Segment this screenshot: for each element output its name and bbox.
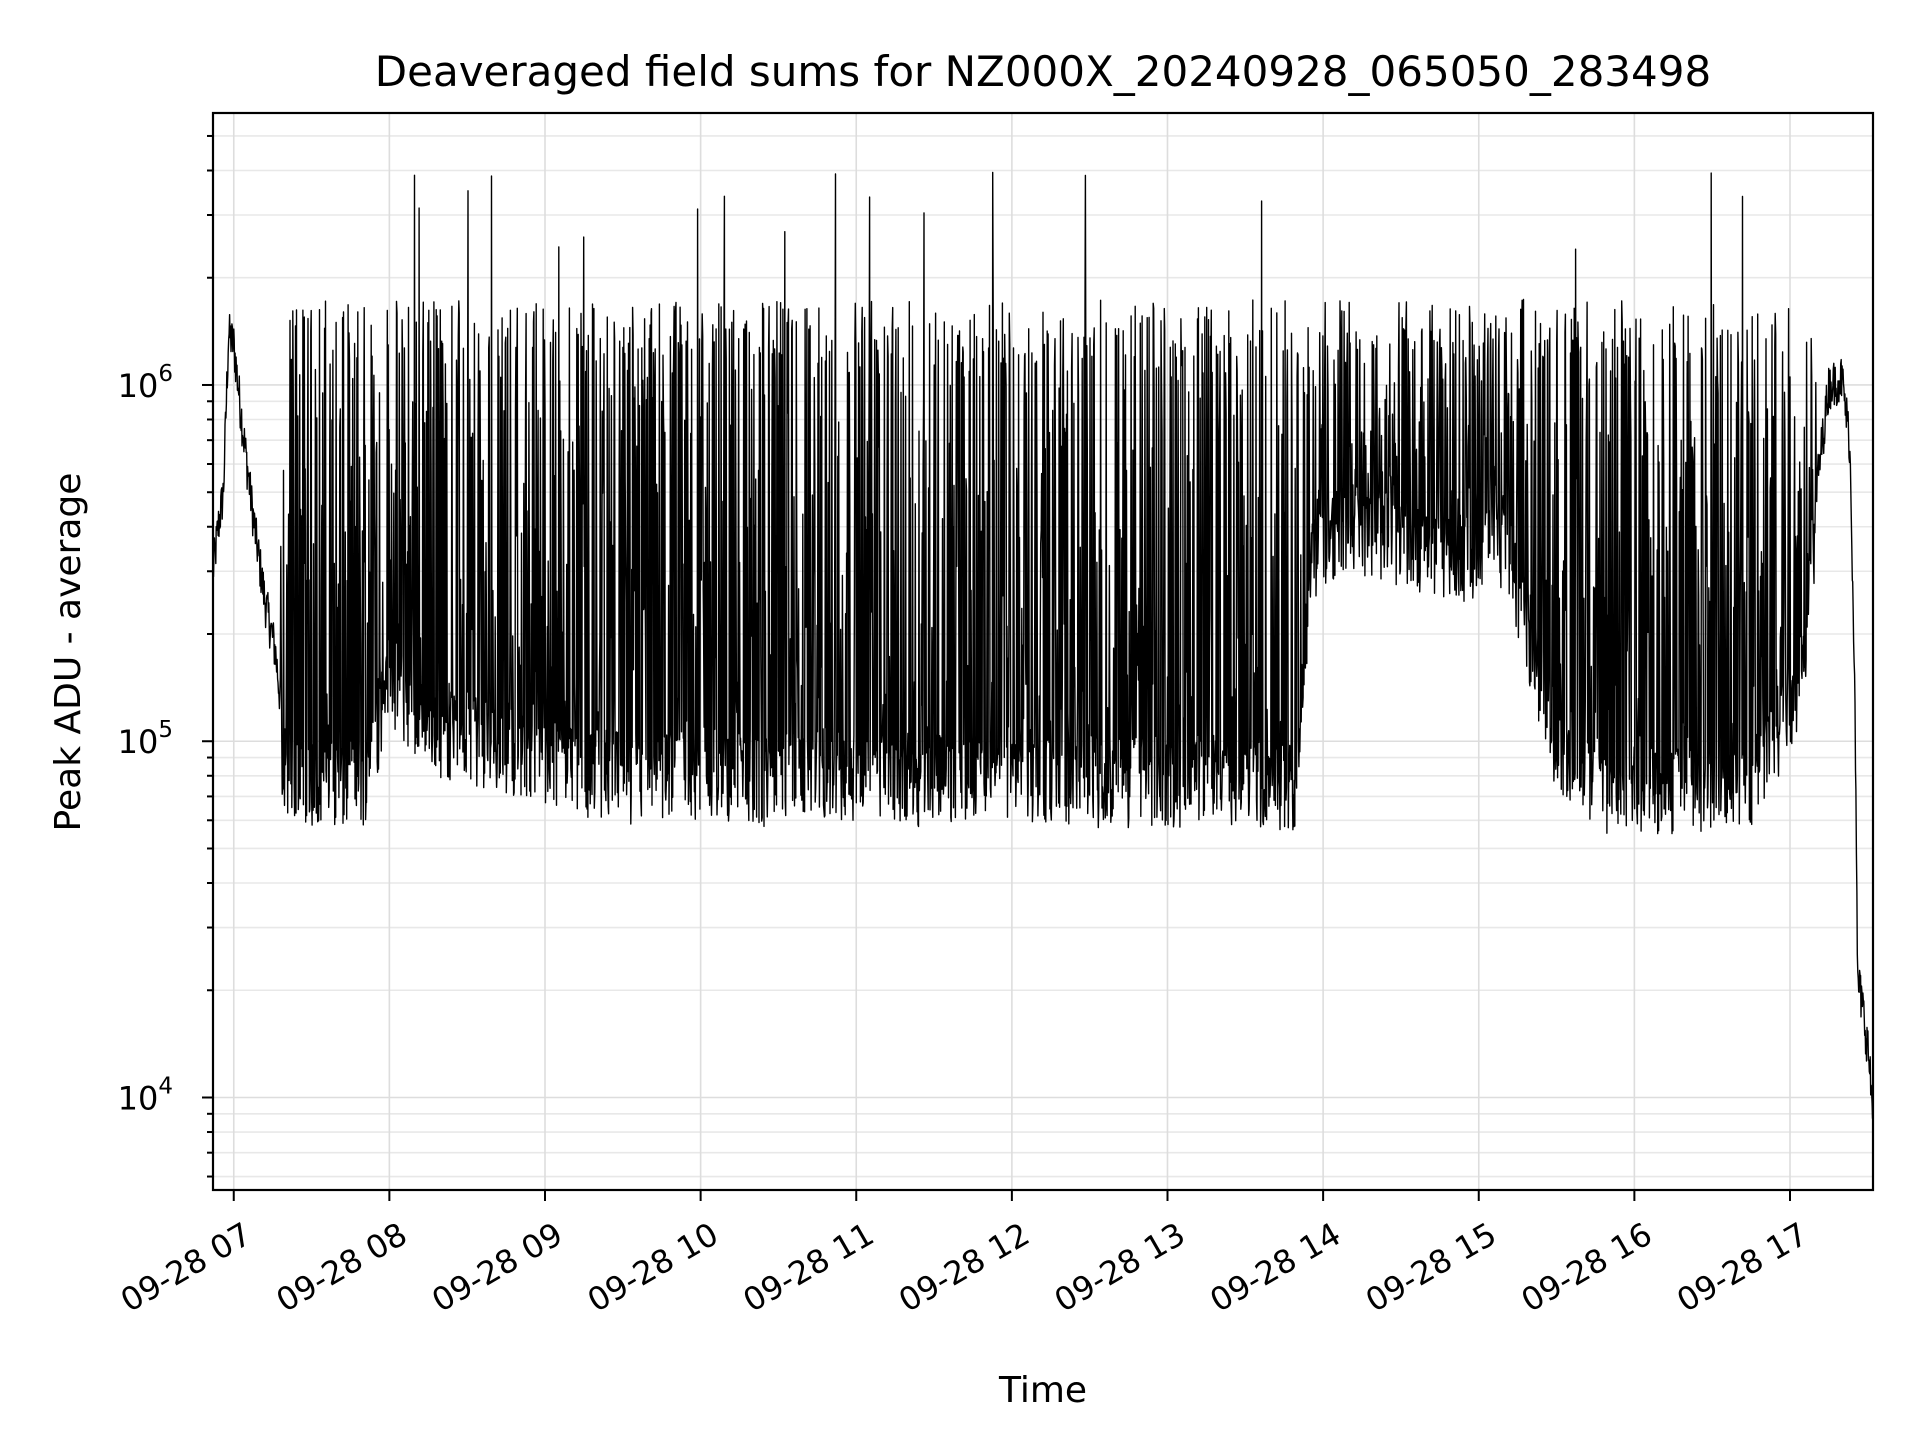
x-tick-label: 09-28 08: [270, 1215, 414, 1320]
y-tick-label: 105: [118, 717, 173, 761]
y-axis-label: Peak ADU - average: [48, 473, 89, 832]
x-tick-label: 09-28 07: [114, 1215, 258, 1320]
y-ticks: 104 105 106: [118, 134, 213, 1178]
x-tick-label: 09-28 16: [1515, 1215, 1659, 1320]
x-ticks: 09-28 07 09-28 08 09-28 09 09-28 10 09-28 11…: [114, 1190, 1814, 1320]
y-tick-label: 106: [118, 361, 173, 405]
x-tick-label: 09-28 14: [1204, 1215, 1348, 1320]
x-tick-label: 09-28 17: [1670, 1215, 1814, 1320]
x-tick-label: 09-28 11: [737, 1215, 881, 1320]
series-line: [212, 171, 1874, 1119]
y-tick-label: 104: [118, 1074, 173, 1118]
plot-frame: [211, 111, 1875, 1192]
chart-title: Deaveraged field sums for NZ000X_2024092…: [375, 47, 1711, 96]
x-tick-label: 09-28 10: [581, 1215, 725, 1320]
series-group: [212, 171, 1874, 1119]
x-tick-label: 09-28 15: [1359, 1215, 1503, 1320]
x-tick-label: 09-28 13: [1048, 1215, 1192, 1320]
x-tick-label: 09-28 12: [892, 1215, 1036, 1320]
x-tick-label: 09-28 09: [425, 1215, 569, 1320]
x-axis-label: Time: [998, 1370, 1087, 1411]
